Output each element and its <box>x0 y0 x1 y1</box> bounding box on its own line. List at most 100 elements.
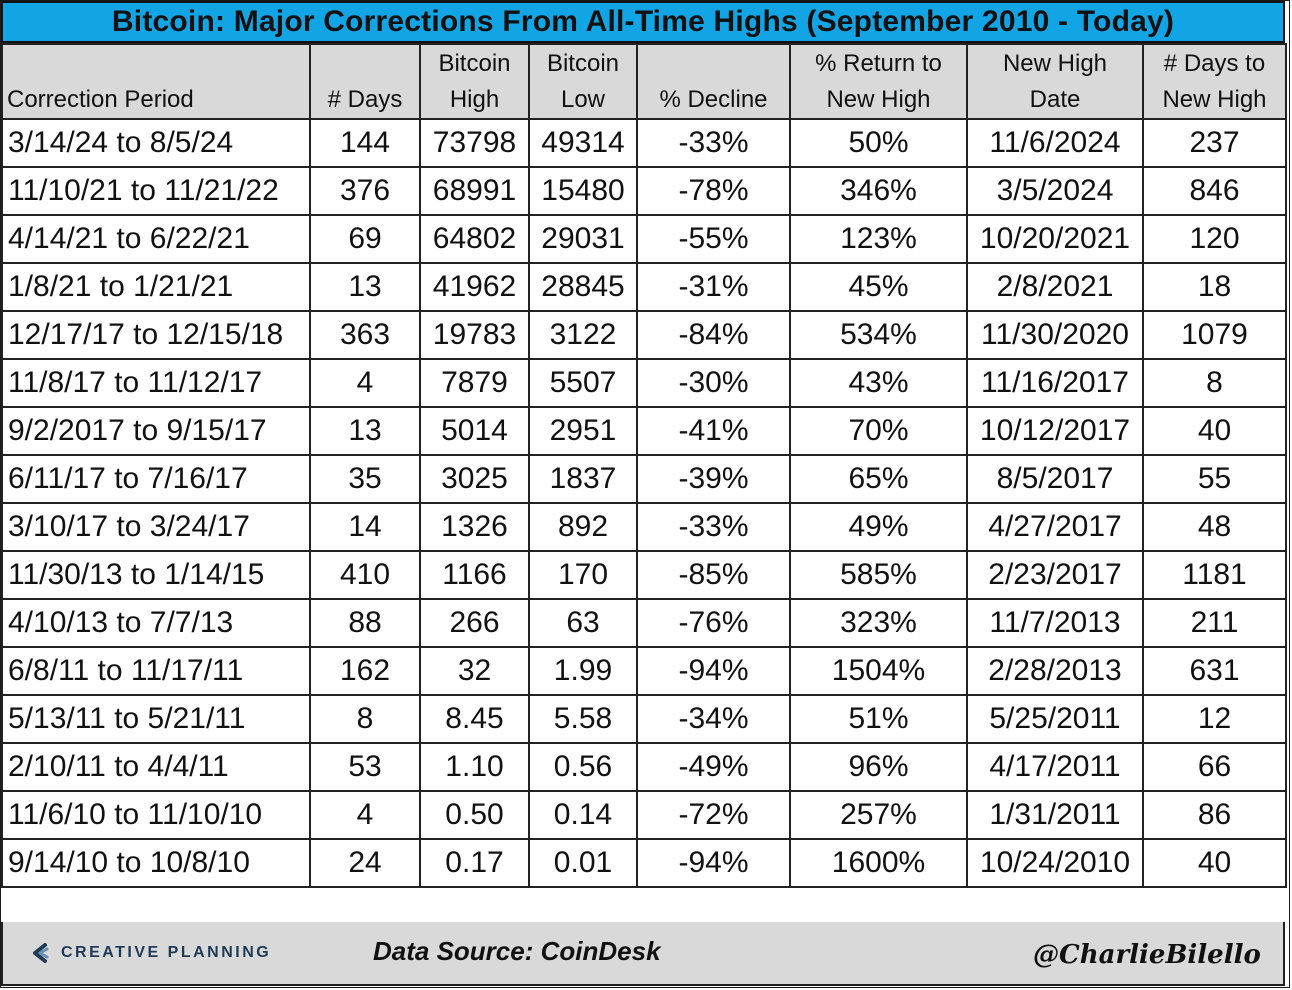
table-cell: 69 <box>309 214 421 264</box>
table-cell: -94% <box>636 646 791 696</box>
table-cell: 32 <box>419 646 530 696</box>
table-cell: 0.50 <box>419 790 530 840</box>
table-cell: 3025 <box>419 454 530 504</box>
column-header: # Days <box>309 43 421 120</box>
table-cell: 5014 <box>419 406 530 456</box>
table-cell: 4 <box>309 358 421 408</box>
column-header-line2: Low <box>560 86 606 113</box>
column-header: Bitcoin High <box>419 43 530 120</box>
table-cell: 11/7/2013 <box>966 598 1144 648</box>
table-row: 1/8/21 to 1/21/21 13 41962 28845 -31% 45% 2/8/… <box>1 262 1287 312</box>
table-body: 3/14/24 to 8/5/24 144 73798 49314 -33% 50% 11/… <box>1 118 1287 888</box>
table-cell: 8.45 <box>419 694 530 744</box>
table-cell: 70% <box>789 406 968 456</box>
table-cell: 28845 <box>528 262 638 312</box>
table-cell: 2/8/2021 <box>966 262 1144 312</box>
table-cell: 6/11/17 to 7/16/17 <box>1 454 311 504</box>
table-cell: -34% <box>636 694 791 744</box>
table-cell: -72% <box>636 790 791 840</box>
table-row: 11/30/13 to 1/14/15 410 1166 170 -85% 585% 2/2… <box>1 550 1287 600</box>
table-cell: 266 <box>419 598 530 648</box>
table-cell: 4/14/21 to 6/22/21 <box>1 214 311 264</box>
table-cell: 65% <box>789 454 968 504</box>
table-cell: 11/16/2017 <box>966 358 1144 408</box>
table-cell: -30% <box>636 358 791 408</box>
table-cell: 68991 <box>419 166 530 216</box>
table-row: 5/13/11 to 5/21/11 8 8.45 5.58 -34% 51% 5/25/2… <box>1 694 1287 744</box>
table-cell: 1.10 <box>419 742 530 792</box>
table-cell: 50% <box>789 118 968 168</box>
table-cell: 35 <box>309 454 421 504</box>
table-cell: 45% <box>789 262 968 312</box>
table-cell: 10/20/2021 <box>966 214 1144 264</box>
table-cell: -78% <box>636 166 791 216</box>
footer: CREATIVE PLANNING Data Source: CoinDesk … <box>1 922 1285 986</box>
table-cell: 5507 <box>528 358 638 408</box>
table-cell: 3/10/17 to 3/24/17 <box>1 502 311 552</box>
table-cell: 2/28/2013 <box>966 646 1144 696</box>
table-cell: 4/27/2017 <box>966 502 1144 552</box>
table-cell: 64802 <box>419 214 530 264</box>
data-source: Data Source: CoinDesk <box>373 936 661 966</box>
table-cell: 40 <box>1142 838 1287 888</box>
table-cell: -33% <box>636 502 791 552</box>
table-row: 9/14/10 to 10/8/10 24 0.17 0.01 -94% 1600% 10/… <box>1 838 1287 888</box>
table-cell: 41962 <box>419 262 530 312</box>
creative-planning-logo-icon <box>33 943 49 963</box>
table-cell: 257% <box>789 790 968 840</box>
table-cell: 534% <box>789 310 968 360</box>
table-cell: 0.56 <box>528 742 638 792</box>
table-cell: 0.14 <box>528 790 638 840</box>
table-cell: 8/5/2017 <box>966 454 1144 504</box>
table-cell: 2/10/11 to 4/4/11 <box>1 742 311 792</box>
column-header: # Days to New High <box>1142 43 1287 120</box>
table-cell: 49314 <box>528 118 638 168</box>
table-cell: 3/14/24 to 8/5/24 <box>1 118 311 168</box>
column-header: % Return to New High <box>789 43 968 120</box>
creative-planning-logo: CREATIVE PLANNING <box>29 942 271 964</box>
table-cell: -84% <box>636 310 791 360</box>
table-cell: 13 <box>309 262 421 312</box>
table-cell: 88 <box>309 598 421 648</box>
table-cell: 24 <box>309 838 421 888</box>
logo-text: CREATIVE PLANNING <box>61 944 272 961</box>
table-cell: 8 <box>309 694 421 744</box>
table-cell: 846 <box>1142 166 1287 216</box>
table-cell: 4/10/13 to 7/7/13 <box>1 598 311 648</box>
table-cell: 1504% <box>789 646 968 696</box>
table-cell: 5.58 <box>528 694 638 744</box>
table-row: 3/10/17 to 3/24/17 14 1326 892 -33% 49% 4/27/2… <box>1 502 1287 552</box>
table-cell: 1600% <box>789 838 968 888</box>
column-header-line2: Date <box>1029 86 1081 113</box>
column-header-line1: New High <box>1002 50 1108 77</box>
column-header-line1: # Days to <box>1163 50 1266 77</box>
table-cell: 5/25/2011 <box>966 694 1144 744</box>
table-cell: 29031 <box>528 214 638 264</box>
table-cell: 1326 <box>419 502 530 552</box>
table-cell: 631 <box>1142 646 1287 696</box>
table-cell: -94% <box>636 838 791 888</box>
table-cell: -85% <box>636 550 791 600</box>
table-cell: 6/8/11 to 11/17/11 <box>1 646 311 696</box>
table-cell: 11/30/2020 <box>966 310 1144 360</box>
table-cell: 892 <box>528 502 638 552</box>
table-cell: 73798 <box>419 118 530 168</box>
table-row: 12/17/17 to 12/15/18 363 19783 3122 -84% 534%… <box>1 310 1287 360</box>
table-cell: 11/30/13 to 1/14/15 <box>1 550 311 600</box>
table-cell: 1166 <box>419 550 530 600</box>
table-cell: 2951 <box>528 406 638 456</box>
table-cell: 585% <box>789 550 968 600</box>
table-cell: 346% <box>789 166 968 216</box>
table-cell: 237 <box>1142 118 1287 168</box>
table-cell: -49% <box>636 742 791 792</box>
table-row: 2/10/11 to 4/4/11 53 1.10 0.56 -49% 96% 4/17/2… <box>1 742 1287 792</box>
table-cell: 1181 <box>1142 550 1287 600</box>
table-cell: 55 <box>1142 454 1287 504</box>
table-cell: 1/31/2011 <box>966 790 1144 840</box>
table-cell: 162 <box>309 646 421 696</box>
table-cell: 51% <box>789 694 968 744</box>
table-cell: 53 <box>309 742 421 792</box>
table-cell: 1/8/21 to 1/21/21 <box>1 262 311 312</box>
table-cell: 18 <box>1142 262 1287 312</box>
table-cell: 11/8/17 to 11/12/17 <box>1 358 311 408</box>
